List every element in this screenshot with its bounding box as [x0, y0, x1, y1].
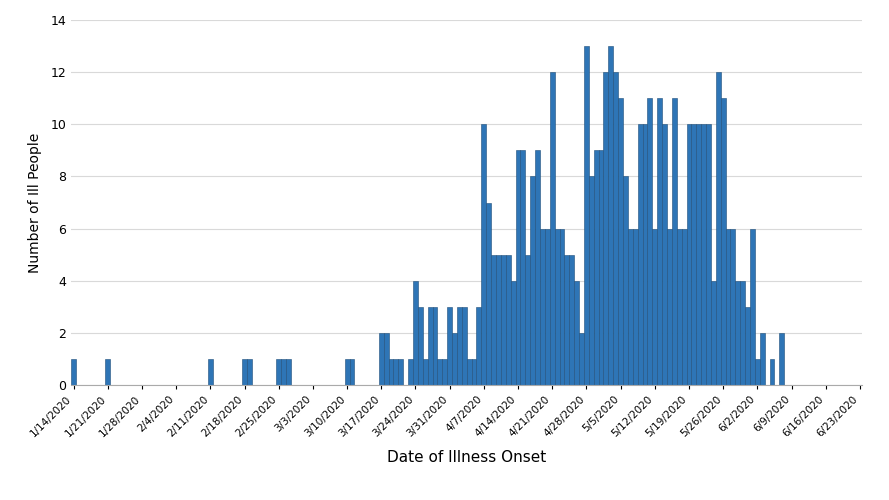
- Bar: [379, 333, 384, 385]
- Bar: [516, 150, 520, 385]
- Bar: [662, 124, 667, 385]
- Bar: [672, 98, 677, 385]
- Bar: [462, 307, 467, 385]
- Bar: [549, 72, 555, 385]
- Bar: [643, 124, 647, 385]
- Bar: [345, 359, 349, 385]
- Bar: [349, 359, 355, 385]
- Bar: [486, 202, 491, 385]
- Bar: [394, 359, 398, 385]
- Bar: [647, 98, 653, 385]
- Bar: [750, 228, 755, 385]
- Bar: [682, 228, 686, 385]
- Bar: [501, 254, 506, 385]
- Bar: [711, 280, 716, 385]
- Bar: [71, 359, 76, 385]
- Bar: [686, 124, 692, 385]
- Y-axis label: Number of Ill People: Number of Ill People: [28, 132, 42, 272]
- Bar: [701, 124, 706, 385]
- Bar: [545, 228, 549, 385]
- Bar: [520, 150, 525, 385]
- Bar: [594, 150, 598, 385]
- X-axis label: Date of Illness Onset: Date of Illness Onset: [387, 450, 547, 465]
- Bar: [760, 333, 765, 385]
- Bar: [706, 124, 711, 385]
- Bar: [242, 359, 247, 385]
- Bar: [696, 124, 701, 385]
- Bar: [725, 228, 731, 385]
- Bar: [653, 228, 657, 385]
- Bar: [467, 359, 471, 385]
- Bar: [716, 72, 721, 385]
- Bar: [457, 307, 462, 385]
- Bar: [565, 254, 569, 385]
- Bar: [555, 228, 559, 385]
- Bar: [677, 228, 682, 385]
- Bar: [741, 280, 745, 385]
- Bar: [477, 307, 481, 385]
- Bar: [286, 359, 291, 385]
- Bar: [443, 359, 447, 385]
- Bar: [745, 307, 750, 385]
- Bar: [510, 280, 516, 385]
- Bar: [540, 228, 545, 385]
- Bar: [608, 46, 613, 385]
- Bar: [731, 228, 735, 385]
- Bar: [692, 124, 696, 385]
- Bar: [384, 333, 388, 385]
- Bar: [491, 254, 496, 385]
- Bar: [481, 124, 486, 385]
- Bar: [584, 46, 589, 385]
- Bar: [525, 254, 530, 385]
- Bar: [721, 98, 725, 385]
- Bar: [604, 72, 608, 385]
- Bar: [496, 254, 501, 385]
- Bar: [574, 280, 579, 385]
- Bar: [770, 359, 774, 385]
- Bar: [633, 228, 637, 385]
- Bar: [628, 228, 633, 385]
- Bar: [579, 333, 584, 385]
- Bar: [433, 307, 437, 385]
- Bar: [657, 98, 662, 385]
- Bar: [637, 124, 643, 385]
- Bar: [428, 307, 433, 385]
- Bar: [471, 359, 477, 385]
- Bar: [506, 254, 510, 385]
- Bar: [423, 359, 428, 385]
- Bar: [613, 72, 618, 385]
- Bar: [276, 359, 281, 385]
- Bar: [735, 280, 741, 385]
- Bar: [208, 359, 212, 385]
- Bar: [755, 359, 760, 385]
- Bar: [535, 150, 540, 385]
- Bar: [589, 176, 594, 385]
- Bar: [247, 359, 252, 385]
- Bar: [105, 359, 110, 385]
- Bar: [530, 176, 535, 385]
- Bar: [559, 228, 565, 385]
- Bar: [447, 307, 453, 385]
- Bar: [281, 359, 286, 385]
- Bar: [598, 150, 604, 385]
- Bar: [618, 98, 623, 385]
- Bar: [453, 333, 457, 385]
- Bar: [418, 307, 423, 385]
- Bar: [780, 333, 784, 385]
- Bar: [667, 228, 672, 385]
- Bar: [623, 176, 628, 385]
- Bar: [408, 359, 413, 385]
- Bar: [413, 280, 418, 385]
- Bar: [437, 359, 443, 385]
- Bar: [398, 359, 404, 385]
- Bar: [569, 254, 574, 385]
- Bar: [388, 359, 394, 385]
